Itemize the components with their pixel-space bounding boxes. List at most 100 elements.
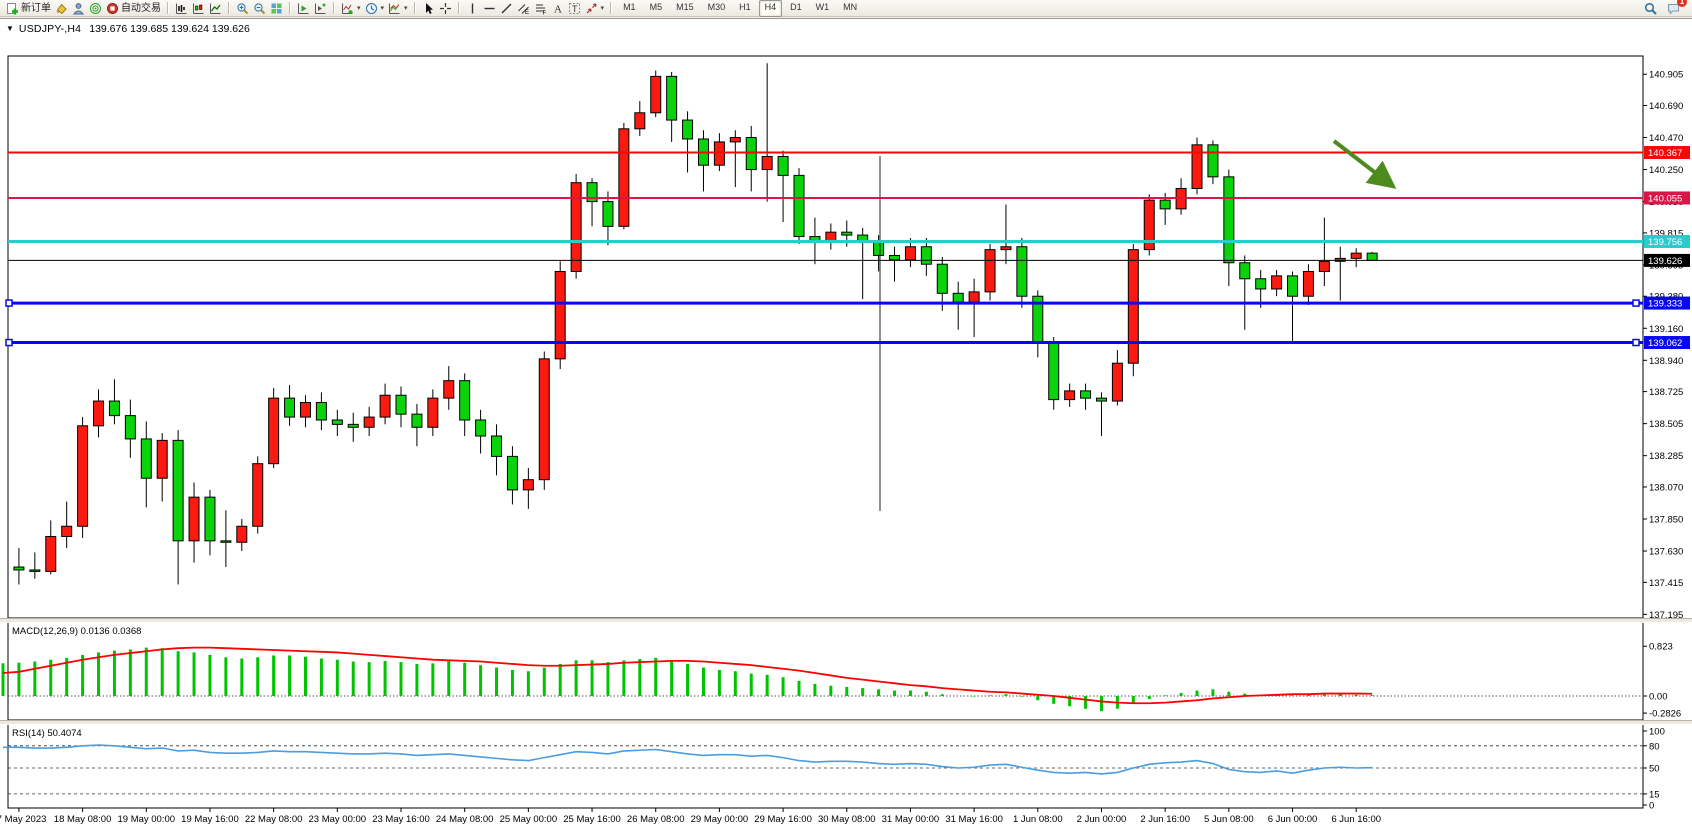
- search-button[interactable]: [1642, 1, 1659, 16]
- news-button[interactable]: [87, 1, 104, 16]
- zoom-out-button[interactable]: [251, 1, 268, 16]
- chevron-down-icon[interactable]: ▾: [404, 5, 408, 12]
- bar-chart-button[interactable]: [173, 1, 190, 16]
- price-tick-label: 140.905: [1649, 70, 1683, 81]
- time-axis-label: 19 May 16:00: [181, 814, 239, 825]
- candle-body: [889, 254, 901, 261]
- support-line-2-handle-left[interactable]: [5, 338, 13, 347]
- candle-body: [13, 566, 25, 571]
- symbol-dropdown-icon[interactable]: ▼: [6, 24, 14, 33]
- templates-button[interactable]: ▾: [386, 1, 410, 16]
- resistance-line-1-price-tag-label: 140.367: [1648, 148, 1682, 159]
- current-price-line-price-tag-label: 139.626: [1648, 256, 1682, 267]
- chevron-down-icon[interactable]: ▾: [357, 5, 361, 12]
- candle-body: [77, 425, 89, 527]
- panel-separator-2[interactable]: [0, 720, 1692, 725]
- text-button[interactable]: A: [549, 1, 566, 16]
- candle-body: [920, 246, 932, 265]
- new-order-button[interactable]: 新订单: [4, 1, 53, 16]
- timeframe-button-m30[interactable]: M30: [707, 1, 726, 12]
- time-axis-label: 17 May 2023: [0, 814, 46, 825]
- autotrading-button-label: 自动交易: [121, 2, 161, 14]
- trendline-button[interactable]: [498, 1, 515, 16]
- cursor-button[interactable]: [420, 1, 437, 16]
- candle-body: [825, 231, 837, 242]
- timeframe-button-w1[interactable]: W1: [815, 1, 830, 12]
- line-chart-button[interactable]: [207, 1, 224, 16]
- horizontal-line-button[interactable]: [481, 1, 498, 16]
- equidistant-channel-button[interactable]: E: [515, 1, 532, 16]
- pivot-line-cyan-price-tag-label: 139.756: [1648, 237, 1682, 248]
- auto-scroll-button[interactable]: [295, 1, 312, 16]
- clock-icon: [365, 2, 377, 14]
- svg-text:A: A: [554, 3, 562, 15]
- candle-body: [666, 75, 678, 121]
- main-price-panel[interactable]: [7, 55, 1644, 619]
- candle-body: [650, 75, 662, 114]
- fibonacci-button[interactable]: F: [532, 1, 549, 16]
- time-axis-label: 24 May 08:00: [436, 814, 494, 825]
- indicators-button[interactable]: ▾: [339, 1, 363, 16]
- macd-axis-label: -0.2826: [1649, 709, 1681, 720]
- candle-body: [506, 455, 518, 491]
- support-line-2-handle-right[interactable]: [1632, 338, 1640, 347]
- macd-panel[interactable]: [7, 621, 1644, 721]
- timeframe-button-mn[interactable]: MN: [843, 1, 858, 12]
- crosshair-button[interactable]: [437, 1, 454, 16]
- vertical-line-button[interactable]: [464, 1, 481, 16]
- candle-body: [268, 397, 280, 465]
- chevron-down-icon[interactable]: ▾: [380, 5, 385, 12]
- candle-body: [411, 413, 423, 428]
- chart-shift-button[interactable]: [312, 1, 329, 16]
- candle-body: [682, 119, 694, 140]
- timeframe-button-h4[interactable]: H4: [758, 0, 783, 17]
- macd-indicator-label: MACD(12,26,9) 0.0136 0.0368: [12, 626, 141, 637]
- price-tick-label: 137.195: [1649, 610, 1683, 621]
- svg-text:E: E: [525, 10, 529, 15]
- profile-button[interactable]: [70, 1, 87, 16]
- chevron-down-icon[interactable]: ▾: [600, 5, 605, 12]
- autotrading-button[interactable]: 自动交易: [104, 1, 163, 16]
- periods-button[interactable]: ▾: [363, 1, 387, 16]
- candle-body: [475, 419, 487, 437]
- timeframe-button-m15[interactable]: M15: [676, 1, 694, 12]
- candle-body: [952, 292, 964, 303]
- hline-icon: [484, 7, 495, 9]
- candlestick-chart-button[interactable]: [190, 1, 207, 16]
- panel-separator-1[interactable]: [0, 618, 1692, 623]
- candle-body: [29, 569, 41, 572]
- support-line-1-handle-left[interactable]: [5, 299, 13, 307]
- timeframe-button-h1[interactable]: H1: [739, 1, 751, 12]
- styles-button[interactable]: [53, 1, 70, 16]
- zoom-in-button[interactable]: [234, 1, 251, 16]
- tile-windows-button[interactable]: [268, 1, 285, 16]
- candle-body: [1255, 278, 1267, 290]
- zoom-in-icon: [237, 2, 249, 14]
- candle-body: [618, 128, 630, 227]
- candle-body: [1334, 257, 1346, 262]
- template-icon: [389, 3, 400, 14]
- bucket-icon: [56, 3, 67, 14]
- person-icon: [72, 2, 85, 14]
- text-label-button[interactable]: T: [566, 1, 583, 16]
- rsi-panel[interactable]: [7, 723, 1644, 809]
- time-axis-label: 2 Jun 16:00: [1140, 814, 1190, 825]
- support-line-1-handle-right[interactable]: [1632, 299, 1640, 307]
- candle-body: [777, 155, 789, 176]
- timeframe-button-d1[interactable]: D1: [790, 1, 802, 12]
- candle-body: [236, 525, 248, 543]
- sell-arrow-annotation[interactable]: [1332, 139, 1397, 189]
- timeframe-button-m5[interactable]: M5: [649, 1, 663, 12]
- candle-body: [1191, 144, 1203, 189]
- timeframe-button-m1[interactable]: M1: [623, 1, 636, 12]
- chat-button[interactable]: 1: [1665, 0, 1687, 16]
- pivot-line-cyan-price-tag: [1644, 234, 1690, 248]
- time-axis-label: 25 May 00:00: [500, 814, 558, 825]
- candle-body: [745, 137, 757, 171]
- fibo-icon: F: [535, 4, 546, 15]
- candle-body: [1111, 362, 1123, 402]
- price-tick-label: 140.690: [1649, 101, 1683, 112]
- arrows-button[interactable]: ▾: [583, 1, 607, 16]
- price-tick-label: 138.940: [1649, 356, 1683, 367]
- support-line-1-price-tag-label: 139.333: [1648, 299, 1682, 310]
